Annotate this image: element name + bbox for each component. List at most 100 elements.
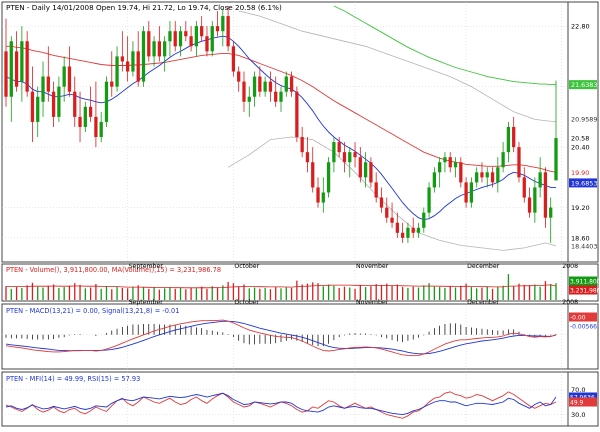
ma-short-line xyxy=(5,35,556,221)
candle-body xyxy=(379,197,384,208)
month-label-volume: September xyxy=(129,299,164,306)
macd-lines xyxy=(5,319,557,357)
mfi-rsi-legend: PTEN - MFI(14) = 49.99, RSI(15) = 57.93 xyxy=(6,375,140,383)
candle-body xyxy=(469,182,474,203)
volume-badge xyxy=(569,285,597,295)
candle-body xyxy=(326,162,331,193)
candle-body xyxy=(252,76,257,97)
ma-longest-line xyxy=(333,5,556,86)
price-badge-label: 19.90 xyxy=(571,169,589,177)
candle-body xyxy=(459,162,463,183)
candle-body xyxy=(125,61,130,72)
candle-body xyxy=(83,106,87,127)
candle-body xyxy=(274,91,278,102)
candle-body xyxy=(549,207,553,218)
candle-body xyxy=(120,56,124,62)
chart-title: PTEN - Daily 14/01/2008 Open 19.74, Hi 2… xyxy=(6,3,282,12)
mfi-rsi-lines xyxy=(5,391,557,419)
price-tick-label: 20.40 xyxy=(571,144,590,152)
candle-body xyxy=(189,36,193,47)
candle-body xyxy=(62,66,66,87)
candle-body xyxy=(374,182,378,198)
macd-panel xyxy=(1,303,569,370)
price-badge-label: 19.6853 xyxy=(571,179,597,187)
price-axis-column xyxy=(567,1,599,263)
candle-body xyxy=(110,81,114,87)
candle-body xyxy=(432,172,437,188)
candle-body xyxy=(295,91,299,138)
price-tick-label: 18.60 xyxy=(571,234,590,242)
candle-body xyxy=(215,26,220,32)
macd-badge-label: -0.00 xyxy=(570,315,586,322)
candle-body xyxy=(210,26,214,52)
candle-body xyxy=(73,91,77,117)
candle-body xyxy=(369,162,373,183)
macd-legend: PTEN - MACD(13,21) = 0.00, Signal(13,21,… xyxy=(6,307,179,315)
candle-body xyxy=(411,227,415,233)
osc-badge-label: 49.9 xyxy=(570,400,584,407)
price-panel xyxy=(1,1,569,263)
macd-badge-label: -0.00566 xyxy=(570,324,597,331)
osc-badge xyxy=(569,392,597,402)
candle-body xyxy=(363,162,368,178)
candle-body xyxy=(485,172,489,178)
candle-body xyxy=(263,81,267,92)
candle-body xyxy=(194,26,199,47)
month-label: November xyxy=(356,263,389,270)
candle-body xyxy=(438,162,442,173)
candle-body xyxy=(41,76,45,102)
osc-tick-label: 70.0 xyxy=(571,386,585,394)
candle-body xyxy=(184,31,188,37)
price-badge xyxy=(569,167,597,177)
candle-body xyxy=(4,51,8,97)
month-label: December xyxy=(467,263,500,270)
candle-body xyxy=(20,41,24,82)
candle-body xyxy=(221,16,225,32)
candle-body xyxy=(30,91,35,122)
candle-body xyxy=(321,192,325,203)
candle-body xyxy=(348,152,352,163)
candle-body xyxy=(51,91,56,117)
candle-body xyxy=(342,152,347,163)
candle-body xyxy=(178,31,183,47)
candle-body xyxy=(506,126,511,153)
candle-body xyxy=(168,31,172,42)
candle-body xyxy=(395,222,399,233)
price-badge-label: 18.4403 xyxy=(571,242,597,250)
candle-body xyxy=(490,172,495,183)
candle-body xyxy=(152,41,156,57)
candle-body xyxy=(94,116,98,138)
candle-body xyxy=(279,91,283,102)
macd-badge xyxy=(569,321,597,331)
candle-body xyxy=(305,152,310,163)
candle-body xyxy=(46,76,50,92)
candle-body xyxy=(258,76,262,92)
month-label: October xyxy=(234,263,259,270)
candle-body xyxy=(104,81,109,122)
month-label: 2008 xyxy=(562,263,578,270)
candle-body xyxy=(173,31,177,47)
candle-body xyxy=(427,187,431,213)
candle-body xyxy=(136,51,140,82)
price-badge xyxy=(569,241,597,251)
candle-body xyxy=(316,187,320,203)
candle-body xyxy=(543,172,548,218)
candle-body xyxy=(78,116,82,127)
candle-body xyxy=(311,162,315,188)
candle-body xyxy=(36,96,40,122)
candle-body xyxy=(496,167,500,183)
candle-body xyxy=(88,106,93,117)
candle-body xyxy=(554,138,558,181)
candle-body xyxy=(200,26,204,37)
candle-body xyxy=(480,172,484,178)
candle-body xyxy=(115,56,119,87)
month-label-volume: October xyxy=(234,299,259,306)
candle-body xyxy=(353,152,357,158)
candle-body xyxy=(527,197,532,213)
candle-body xyxy=(226,16,230,47)
volume-badge-label: 3,231,986 xyxy=(570,288,600,295)
candle-body xyxy=(332,142,336,163)
price-tick-label: 19.20 xyxy=(571,204,590,212)
price-badge-label: 20.9589 xyxy=(571,115,597,123)
